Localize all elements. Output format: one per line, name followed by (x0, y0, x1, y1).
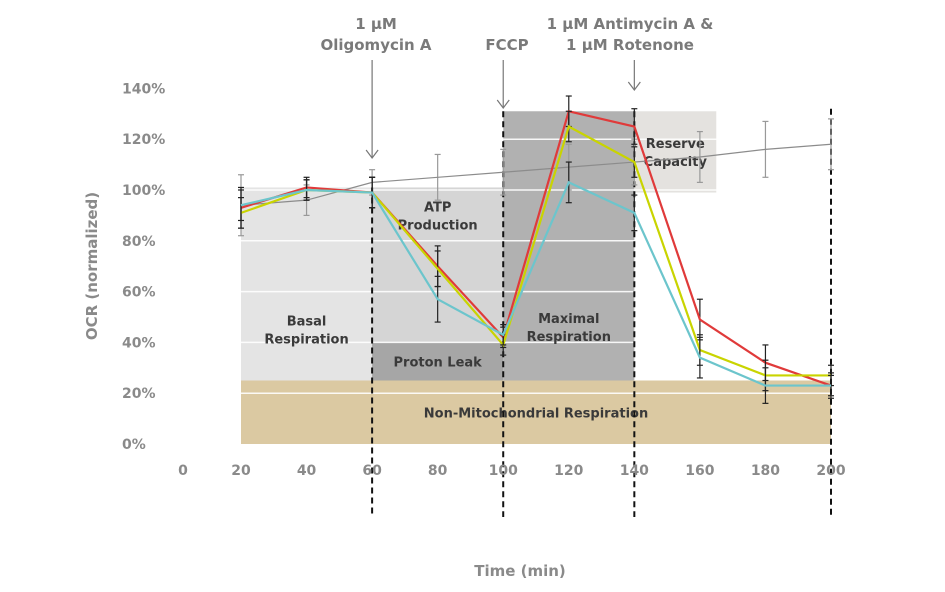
injection-label: FCCP (485, 36, 528, 54)
region-4 (634, 111, 717, 193)
region-2 (372, 342, 504, 381)
series-line-red (240, 109, 832, 387)
injection-label: 1 μM (355, 15, 397, 33)
y-tick-label: 140% (122, 81, 165, 97)
x-tick-label: 60 (362, 463, 382, 479)
axes: 0% 20% 40% 60% 80% 100% 120% 140% 0 20 40 60 80 100 12… (122, 81, 846, 479)
region-5 (241, 380, 831, 444)
regions (241, 111, 831, 444)
y-tick-label: 0% (122, 437, 146, 453)
x-tick-label: 160 (685, 463, 714, 479)
arrow-head-icon (627, 81, 641, 91)
region-label: Capacity (644, 155, 708, 170)
x-tick-label: 80 (428, 463, 448, 479)
region-label: Reserve (646, 137, 705, 152)
x-tick-label: 140 (620, 463, 649, 479)
y-tick-label: 80% (122, 234, 156, 250)
region-label: Production (398, 218, 478, 233)
y-tick-label: 20% (122, 386, 156, 402)
y-tick-label: 100% (122, 183, 165, 199)
region-label: Basal (287, 315, 327, 330)
arrow-head-icon (496, 99, 510, 109)
y-tick-label: 120% (122, 132, 165, 148)
injection-annotations: 1 μM Oligomycin A FCCP 1 μM Antimycin A & 1 … (320, 15, 714, 159)
region-labels: Basal Respiration ATP Production Proton Leak… (264, 137, 707, 421)
region-label: ATP (424, 200, 451, 215)
x-axis-label: Time (min) (474, 562, 566, 580)
y-tick-label: 60% (122, 285, 156, 301)
x-tick-label: 20 (231, 463, 251, 479)
arrow-head-icon (365, 149, 379, 159)
y-axis-label: OCR (normalized) (83, 192, 101, 340)
y-tick-label: 40% (122, 335, 156, 351)
x-tick-label: 120 (554, 463, 583, 479)
injection-dashed-lines (371, 108, 832, 517)
x-tick-label: 100 (489, 463, 518, 479)
region-label: Proton Leak (394, 355, 483, 370)
injection-label: Oligomycin A (320, 36, 431, 54)
region-label: Maximal (538, 312, 599, 327)
injection-label: 1 μM Rotenone (566, 36, 694, 54)
gridlines (241, 138, 831, 394)
x-tick-label: 200 (816, 463, 845, 479)
series (238, 95, 834, 404)
region-label: Non-Mitochondrial Respiration (424, 406, 648, 421)
x-tick-label: 0 (178, 463, 188, 479)
region-label: Respiration (527, 330, 611, 345)
injection-label: 1 μM Antimycin A & (547, 15, 714, 33)
x-tick-label: 180 (751, 463, 780, 479)
region-label: Respiration (264, 333, 348, 348)
x-tick-label: 40 (297, 463, 317, 479)
series-line-cyan (240, 180, 831, 387)
